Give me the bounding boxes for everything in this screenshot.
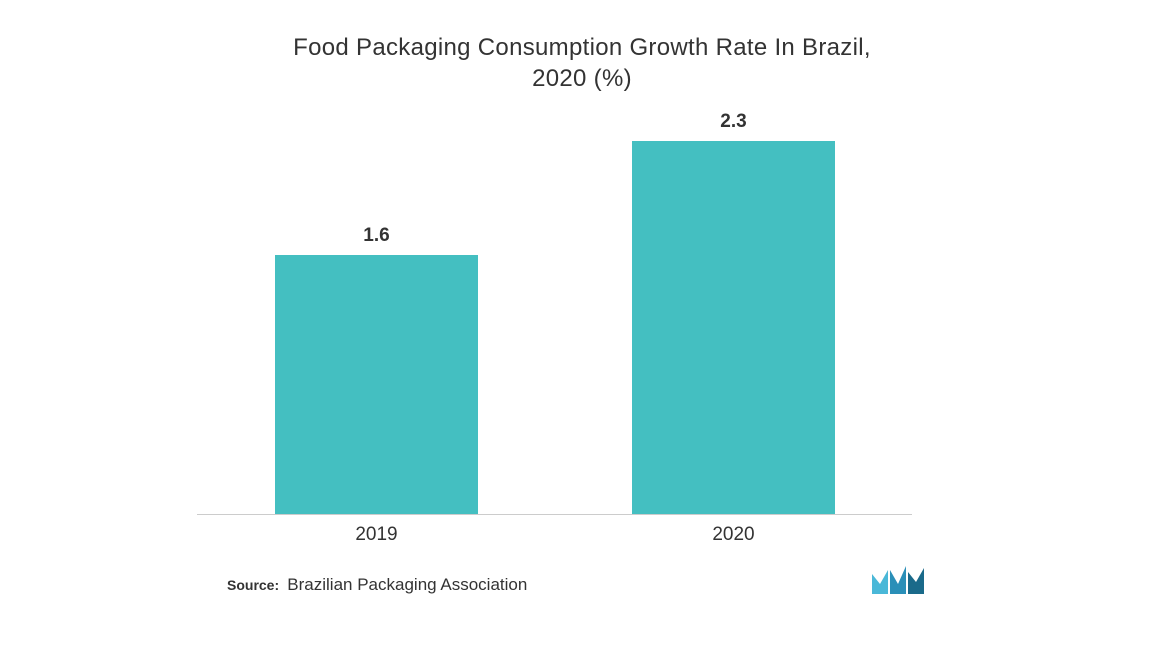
bar-value-label-2020: 2.3 (632, 111, 835, 133)
source-attribution: Source: Brazilian Packaging Association (227, 575, 527, 595)
x-label-2019: 2019 (275, 524, 478, 546)
x-label-2020: 2020 (632, 524, 835, 546)
chart-title-line2: 2020 (%) (532, 65, 632, 92)
bar-value-label-2019: 1.6 (275, 225, 478, 247)
source-prefix: Source: (227, 577, 279, 593)
bar-2019: 1.6 (275, 255, 478, 515)
chart-plot-area: 1.6 2.3 (197, 108, 912, 515)
mordor-intelligence-logo-icon (872, 566, 924, 594)
chart-baseline (197, 514, 912, 515)
source-text: Brazilian Packaging Association (287, 575, 527, 594)
x-axis-labels: 2019 2020 (197, 524, 912, 554)
chart-title: Food Packaging Consumption Growth Rate I… (0, 0, 1164, 94)
chart-title-line1: Food Packaging Consumption Growth Rate I… (293, 34, 871, 61)
bar-2020: 2.3 (632, 141, 835, 515)
